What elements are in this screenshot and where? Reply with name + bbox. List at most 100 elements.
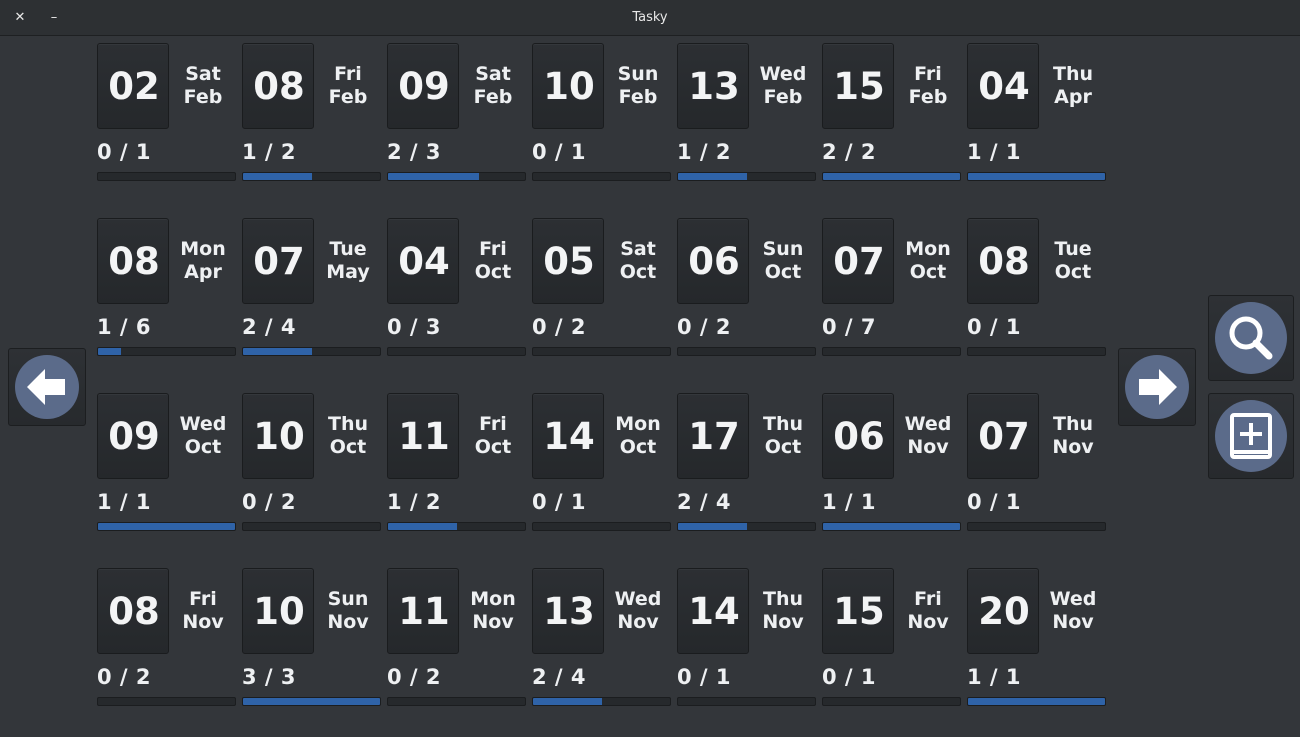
- day-card[interactable]: 07 Tue May 2 / 4: [242, 218, 381, 358]
- day-card[interactable]: 09 Wed Oct 1 / 1: [97, 393, 236, 533]
- window-title: Tasky: [632, 10, 668, 25]
- day-card[interactable]: 11 Mon Nov 0 / 2: [387, 568, 526, 708]
- minimize-button[interactable]: –: [50, 10, 58, 25]
- task-count: 2 / 2: [822, 140, 877, 164]
- task-count: 0 / 1: [532, 490, 587, 514]
- task-count: 1 / 6: [97, 315, 152, 339]
- day-card[interactable]: 13 Wed Feb 1 / 2: [677, 43, 816, 183]
- day-number-box[interactable]: 13: [532, 568, 604, 654]
- day-card[interactable]: 15 Fri Nov 0 / 1: [822, 568, 961, 708]
- task-count: 1 / 2: [242, 140, 297, 164]
- task-count: 1 / 1: [967, 140, 1022, 164]
- day-number-box[interactable]: 14: [532, 393, 604, 479]
- day-number-box[interactable]: 08: [97, 568, 169, 654]
- day-card[interactable]: 14 Mon Oct 0 / 1: [532, 393, 671, 533]
- progress-bar: [242, 172, 381, 181]
- day-number-box[interactable]: 04: [967, 43, 1039, 129]
- progress-bar: [822, 522, 961, 531]
- task-count: 2 / 4: [242, 315, 297, 339]
- day-number: 14: [543, 415, 595, 458]
- weekday-label: Mon: [905, 238, 951, 260]
- task-count: 0 / 2: [677, 315, 732, 339]
- day-card[interactable]: 10 Sun Nov 3 / 3: [242, 568, 381, 708]
- weekday-label: Mon: [180, 238, 226, 260]
- search-button[interactable]: [1208, 295, 1294, 381]
- progress-bar-fill: [968, 698, 1105, 705]
- day-number-box[interactable]: 09: [97, 393, 169, 479]
- day-card[interactable]: 04 Thu Apr 1 / 1: [967, 43, 1106, 183]
- day-number-box[interactable]: 15: [822, 568, 894, 654]
- progress-bar-fill: [98, 348, 121, 355]
- day-card[interactable]: 08 Fri Nov 0 / 2: [97, 568, 236, 708]
- day-number: 04: [978, 65, 1030, 108]
- day-number-box[interactable]: 02: [97, 43, 169, 129]
- day-number-box[interactable]: 11: [387, 393, 459, 479]
- day-card[interactable]: 06 Wed Nov 1 / 1: [822, 393, 961, 533]
- day-card[interactable]: 20 Wed Nov 1 / 1: [967, 568, 1106, 708]
- day-number-box[interactable]: 20: [967, 568, 1039, 654]
- day-number-box[interactable]: 10: [242, 393, 314, 479]
- day-card[interactable]: 08 Fri Feb 1 / 2: [242, 43, 381, 183]
- day-number-box[interactable]: 06: [822, 393, 894, 479]
- day-number-box[interactable]: 14: [677, 568, 749, 654]
- day-card[interactable]: 08 Tue Oct 0 / 1: [967, 218, 1106, 358]
- task-count: 1 / 2: [387, 490, 442, 514]
- day-card[interactable]: 05 Sat Oct 0 / 2: [532, 218, 671, 358]
- arrow-left-icon: [15, 355, 79, 419]
- day-number-box[interactable]: 06: [677, 218, 749, 304]
- weekday-label: Fri: [479, 238, 507, 260]
- day-card[interactable]: 10 Sun Feb 0 / 1: [532, 43, 671, 183]
- day-number-box[interactable]: 07: [822, 218, 894, 304]
- day-number-box[interactable]: 07: [242, 218, 314, 304]
- weekday-label: Thu: [762, 588, 803, 610]
- close-button[interactable]: ✕: [14, 10, 26, 25]
- day-number: 02: [108, 65, 160, 108]
- day-number-box[interactable]: 07: [967, 393, 1039, 479]
- day-number-box[interactable]: 13: [677, 43, 749, 129]
- day-number-box[interactable]: 04: [387, 218, 459, 304]
- day-card[interactable]: 07 Thu Nov 0 / 1: [967, 393, 1106, 533]
- day-number-box[interactable]: 15: [822, 43, 894, 129]
- day-number: 11: [398, 590, 450, 633]
- day-card[interactable]: 08 Mon Apr 1 / 6: [97, 218, 236, 358]
- day-card[interactable]: 14 Thu Nov 0 / 1: [677, 568, 816, 708]
- day-number-box[interactable]: 08: [97, 218, 169, 304]
- day-number-box[interactable]: 09: [387, 43, 459, 129]
- day-number: 07: [833, 240, 885, 283]
- day-number-box[interactable]: 08: [242, 43, 314, 129]
- day-card[interactable]: 04 Fri Oct 0 / 3: [387, 218, 526, 358]
- day-card[interactable]: 15 Fri Feb 2 / 2: [822, 43, 961, 183]
- progress-bar: [967, 522, 1106, 531]
- day-card[interactable]: 10 Thu Oct 0 / 2: [242, 393, 381, 533]
- day-card[interactable]: 07 Mon Oct 0 / 7: [822, 218, 961, 358]
- task-count: 0 / 2: [242, 490, 297, 514]
- month-label: Feb: [328, 86, 368, 108]
- previous-page-button[interactable]: [8, 348, 86, 426]
- progress-bar: [967, 347, 1106, 356]
- day-number: 10: [253, 590, 305, 633]
- day-number-box[interactable]: 10: [532, 43, 604, 129]
- day-card[interactable]: 13 Wed Nov 2 / 4: [532, 568, 671, 708]
- task-count: 2 / 4: [677, 490, 732, 514]
- day-number: 07: [253, 240, 305, 283]
- month-label: Nov: [617, 611, 659, 633]
- day-number: 15: [833, 590, 885, 633]
- day-card[interactable]: 09 Sat Feb 2 / 3: [387, 43, 526, 183]
- day-number-box[interactable]: 05: [532, 218, 604, 304]
- day-number-box[interactable]: 10: [242, 568, 314, 654]
- day-card[interactable]: 11 Fri Oct 1 / 2: [387, 393, 526, 533]
- task-count: 0 / 7: [822, 315, 877, 339]
- day-number-box[interactable]: 11: [387, 568, 459, 654]
- day-card[interactable]: 06 Sun Oct 0 / 2: [677, 218, 816, 358]
- day-number-box[interactable]: 17: [677, 393, 749, 479]
- next-page-button[interactable]: [1118, 348, 1196, 426]
- weekday-label: Wed: [179, 413, 227, 435]
- month-label: Apr: [184, 261, 222, 283]
- day-card[interactable]: 02 Sat Feb 0 / 1: [97, 43, 236, 183]
- add-task-button[interactable]: [1208, 393, 1294, 479]
- day-number-box[interactable]: 08: [967, 218, 1039, 304]
- day-card[interactable]: 17 Thu Oct 2 / 4: [677, 393, 816, 533]
- month-label: May: [326, 261, 370, 283]
- month-label: Oct: [764, 436, 802, 458]
- arrow-right-icon: [1125, 355, 1189, 419]
